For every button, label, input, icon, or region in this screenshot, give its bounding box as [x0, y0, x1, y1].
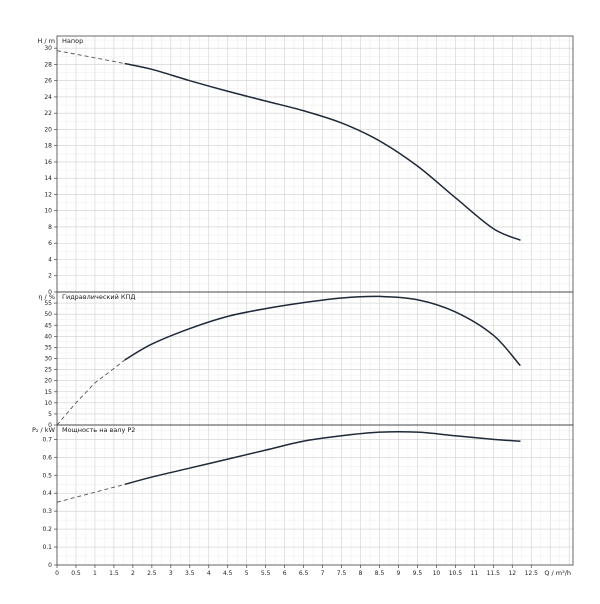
y-tick-label: 0.3: [42, 508, 52, 515]
x-tick-label: 12: [508, 570, 516, 577]
y-tick-label: 0: [48, 422, 52, 429]
y-tick-label: 24: [44, 94, 52, 101]
y-tick-label: 55: [44, 300, 52, 307]
x-tick-label: 9: [397, 570, 401, 577]
x-tick-label: 8.5: [375, 570, 385, 577]
y-tick-label: 25: [44, 367, 52, 374]
y-tick-label: 0.5: [42, 472, 52, 479]
x-tick-label: 10.5: [449, 570, 463, 577]
x-tick-label: 11: [471, 570, 479, 577]
x-tick-label: 5: [245, 570, 249, 577]
x-tick-label: 12.5: [525, 570, 539, 577]
y-tick-label: 0: [48, 289, 52, 296]
x-tick-label: 0: [55, 570, 59, 577]
curve-layer: [56, 50, 521, 503]
y-tick-label: 2: [48, 273, 52, 280]
x-tick-label: 1.5: [109, 570, 119, 577]
x-tick-label: 4.5: [223, 570, 233, 577]
y-tick-label: 0: [48, 562, 52, 569]
y-tick-label: 18: [44, 143, 52, 150]
x-axis-label: Q / m³/h: [544, 569, 571, 577]
y-tick-label: 40: [44, 333, 52, 340]
y-tick-label: 10: [44, 400, 52, 407]
x-tick-label: 3: [169, 570, 173, 577]
y-tick-label: 30: [44, 45, 52, 52]
y-axis-label: P₂ / kW: [32, 426, 56, 434]
x-tick-label: 7: [321, 570, 325, 577]
y-tick-label: 35: [44, 344, 52, 351]
panel-title: Гидравлический КПД: [62, 293, 135, 301]
x-tick-label: 10: [433, 570, 441, 577]
x-tick-label: 6.5: [299, 570, 309, 577]
y-tick-label: 0.6: [42, 454, 52, 461]
y-tick-label: 0.4: [42, 490, 52, 497]
y-tick-label: 0.1: [42, 544, 52, 551]
y-tick-label: 22: [44, 110, 52, 117]
panel-title: Напор: [62, 37, 83, 45]
y-tick-label: 26: [44, 78, 52, 85]
x-tick-label: 7.5: [337, 570, 347, 577]
y-tick-label: 45: [44, 322, 52, 329]
x-tick-label: 5.5: [261, 570, 271, 577]
x-tick-label: 9.5: [413, 570, 423, 577]
y-tick-label: 15: [44, 389, 52, 396]
curve-dashed-extension: [56, 359, 126, 426]
frame-layer: [54, 35, 574, 568]
y-tick-label: 0.2: [42, 526, 52, 533]
curve-line: [124, 62, 521, 241]
x-tick-label: 11.5: [487, 570, 501, 577]
panel-frame-3: [56, 424, 574, 566]
panel-title: Мощность на валу P2: [62, 426, 135, 434]
x-tick-label: 0.5: [71, 570, 81, 577]
y-tick-label: 30: [44, 356, 52, 363]
x-tick-label: 8: [359, 570, 363, 577]
y-tick-label: 12: [44, 191, 52, 198]
curve-dashed-extension: [56, 483, 126, 503]
y-tick-label: 50: [44, 311, 52, 318]
x-tick-label: 3.5: [185, 570, 195, 577]
y-tick-label: 20: [44, 378, 52, 385]
x-tick-label: 1: [93, 570, 97, 577]
grid-layer: [56, 36, 573, 566]
y-tick-label: 8: [48, 224, 52, 231]
y-tick-label: 4: [48, 256, 52, 263]
y-tick-label: 28: [44, 61, 52, 68]
x-tick-label: 4: [207, 570, 211, 577]
y-tick-label: 0.7: [42, 436, 52, 443]
y-axis-label: η / %: [38, 293, 55, 301]
curve-dashed-extension: [56, 50, 126, 65]
y-tick-label: 20: [44, 126, 52, 133]
x-tick-label: 6: [283, 570, 287, 577]
y-tick-label: 5: [48, 411, 52, 418]
curve-line: [124, 430, 521, 485]
panel-frame-1: [56, 35, 574, 293]
y-tick-label: 10: [44, 208, 52, 215]
y-axis-label: H / m: [37, 37, 55, 45]
x-tick-label: 2.5: [147, 570, 157, 577]
y-tick-label: 16: [44, 159, 52, 166]
x-tick-label: 2: [131, 570, 135, 577]
curve-line: [124, 295, 521, 366]
y-tick-label: 14: [44, 175, 52, 182]
y-tick-label: 6: [48, 240, 52, 247]
